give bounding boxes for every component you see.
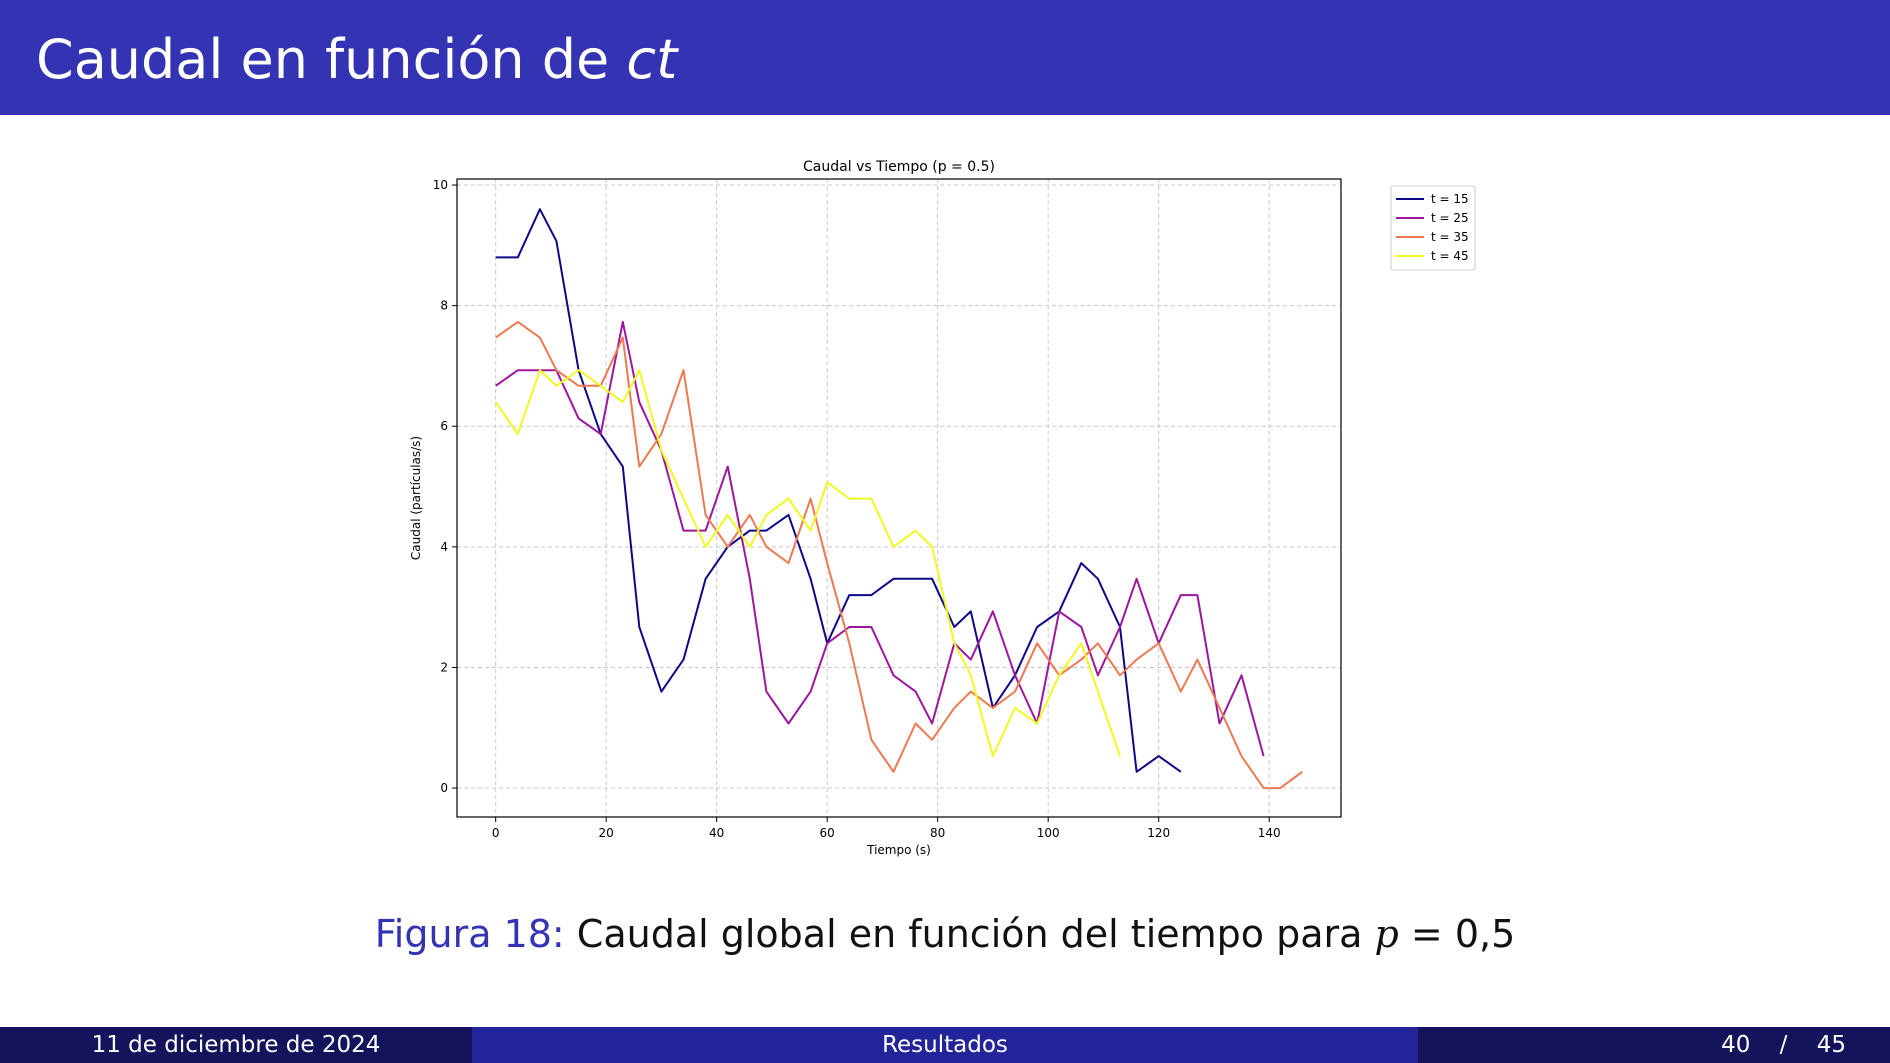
y-tick-label: 8: [440, 299, 448, 313]
legend-label: t = 25: [1431, 211, 1469, 225]
page-separator: /: [1779, 1032, 1788, 1058]
x-tick-label: 20: [599, 826, 614, 840]
slide-title-text: Caudal en función de: [36, 28, 627, 91]
x-tick-label: 60: [820, 826, 835, 840]
figure-caption: Figura 18: Caudal global en función del …: [0, 912, 1890, 956]
footer-page-number: 40 / 45: [1721, 1032, 1890, 1058]
legend-label: t = 45: [1431, 249, 1469, 263]
x-tick-label: 40: [709, 826, 724, 840]
y-axis-label: Caudal (partículas/s): [409, 436, 423, 560]
series-line-4: [494, 369, 1121, 758]
x-tick-label: 100: [1037, 826, 1060, 840]
total-pages: 45: [1816, 1032, 1846, 1058]
x-tick-label: 140: [1258, 826, 1281, 840]
legend-label: t = 15: [1431, 192, 1469, 206]
figure-label: Figura 18:: [374, 912, 565, 956]
caption-value: = 0,5: [1398, 912, 1516, 956]
y-tick-label: 0: [440, 781, 448, 795]
y-tick-label: 4: [440, 540, 448, 554]
plot-frame: [456, 178, 1342, 818]
legend-box: [1390, 185, 1476, 271]
slide-title: Caudal en función de ct: [36, 28, 677, 92]
title-bar: Caudal en función de ct: [0, 0, 1890, 115]
y-tick-label: 10: [433, 178, 448, 192]
slide-title-italic: ct: [626, 28, 678, 91]
series-line-1: [495, 208, 1182, 773]
footer: 11 de diciembre de 2024 Resultados 40 / …: [0, 1027, 1890, 1063]
y-tick-label: 2: [440, 660, 448, 674]
x-axis-label: Tiempo (s): [866, 843, 931, 857]
footer-section: Resultados: [472, 1027, 1418, 1063]
footer-date-text: 11 de diciembre de 2024: [91, 1032, 381, 1058]
x-tick-label: 120: [1147, 826, 1170, 840]
chart-title: Caudal vs Tiempo (p = 0.5): [803, 159, 995, 175]
x-tick-label: 80: [930, 826, 945, 840]
series-line-2: [495, 320, 1265, 757]
x-tick-label: 0: [492, 826, 500, 840]
caption-text: Caudal global en función del tiempo para: [564, 912, 1375, 956]
current-page: 40: [1721, 1032, 1751, 1058]
caption-variable: p: [1374, 912, 1399, 956]
footer-date: 11 de diciembre de 2024: [0, 1027, 472, 1063]
footer-section-text: Resultados: [882, 1032, 1008, 1058]
y-tick-label: 6: [440, 419, 448, 433]
chart: 0 20 40 60 80 100 120 140 0 2 4 6 8 10 Caudal vs Tiemp…: [409, 159, 1476, 857]
legend-label: t = 35: [1431, 230, 1469, 244]
series-line-3: [495, 320, 1303, 790]
footer-page: 40 / 45: [1418, 1027, 1890, 1063]
